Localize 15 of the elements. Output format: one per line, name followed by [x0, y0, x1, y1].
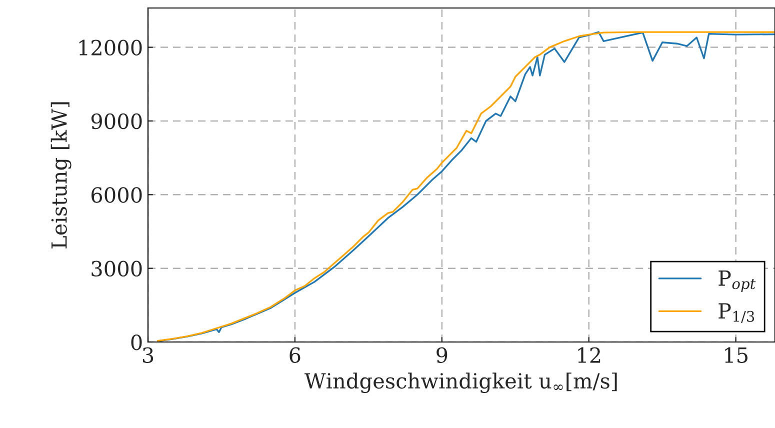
y-axis-title: Leistung [kW] — [50, 102, 72, 248]
y-tick-label: 6000 — [92, 187, 142, 203]
y-tick-label: 12000 — [79, 40, 142, 56]
x-tick-label: 6 — [290, 347, 300, 363]
x-tick-label: 9 — [436, 347, 448, 363]
x-axis-title: Windgeschwindigkeit u$_{∞}$[m/s] — [304, 372, 617, 394]
x-tick-label: 15 — [725, 347, 748, 363]
line-series — [156, 31, 775, 342]
x-tick-label: 3 — [142, 347, 154, 363]
x-tick-label: 12 — [578, 347, 600, 363]
y-tick-label: 0 — [131, 334, 142, 350]
y-tick-label: 9000 — [91, 113, 142, 130]
legend-label: P$_{1/3}$ — [718, 303, 754, 324]
y-tick-label: 3000 — [92, 260, 142, 277]
legend-label: P$_{opt}$ — [718, 270, 756, 292]
